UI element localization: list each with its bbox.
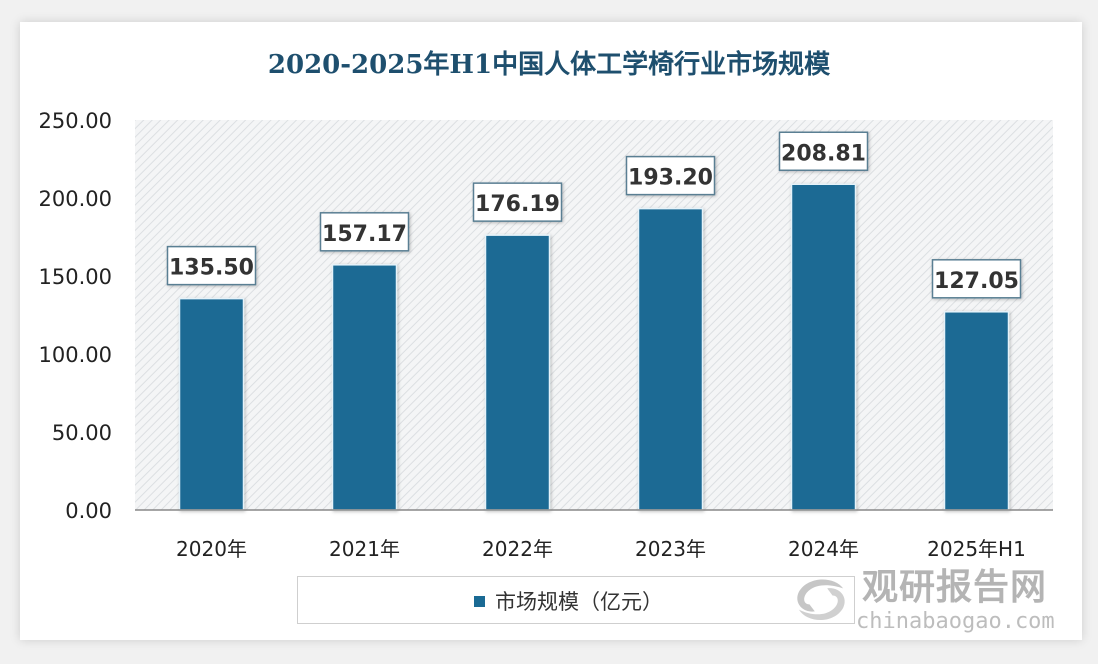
- data-label-box: [472, 182, 563, 222]
- data-label: 176.19: [475, 192, 560, 217]
- y-tick-label: 0.00: [65, 499, 112, 523]
- data-label-box: [625, 155, 716, 196]
- watermark-logo: 观研报告网 chinabaogao.com: [790, 568, 1080, 638]
- bar: [484, 234, 551, 511]
- data-label: 127.05: [934, 269, 1019, 294]
- x-tick-label: 2023年: [635, 537, 706, 561]
- legend: 市场规模（亿元）: [297, 576, 855, 624]
- chart-title: 2020-2025年H1中国人体工学椅行业市场规模: [267, 50, 831, 80]
- x-tick-label: 2024年: [788, 537, 859, 561]
- data-label: 157.17: [322, 222, 407, 247]
- watermark-cn: 观研报告网: [862, 567, 1048, 608]
- x-tick-label: 2020年: [176, 537, 247, 561]
- y-tick-label: 250.00: [39, 109, 112, 133]
- bar: [943, 311, 1010, 511]
- x-tick-label: 2025年H1: [927, 537, 1026, 561]
- data-label: 208.81: [781, 141, 866, 166]
- y-tick-label: 100.00: [39, 343, 112, 367]
- data-label-box: [931, 259, 1022, 299]
- data-label-box: [166, 245, 257, 286]
- legend-label: 市场规模（亿元）: [495, 590, 663, 614]
- watermark-en: chinabaogao.com: [856, 609, 1055, 634]
- data-label: 135.50: [169, 256, 254, 281]
- y-tick-label: 50.00: [52, 421, 112, 445]
- plot-area: [135, 120, 1053, 510]
- bar: [178, 297, 245, 511]
- y-tick-label: 200.00: [39, 187, 112, 211]
- bar: [790, 183, 857, 511]
- legend-swatch: [474, 595, 485, 607]
- data-label-box: [778, 131, 869, 172]
- bar: [637, 207, 704, 511]
- data-label-box: [319, 212, 410, 252]
- y-tick-label: 150.00: [39, 265, 112, 289]
- data-label: 193.20: [628, 166, 713, 191]
- bar: [331, 264, 398, 511]
- watermark-swirl-icon: [797, 579, 845, 621]
- x-tick-label: 2021年: [329, 537, 400, 561]
- x-tick-label: 2022年: [482, 537, 553, 561]
